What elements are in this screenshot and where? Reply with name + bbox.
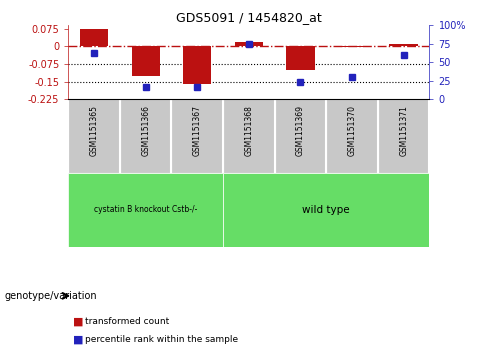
Bar [132, 46, 160, 77]
Text: wild type: wild type [303, 205, 350, 215]
Title: GDS5091 / 1454820_at: GDS5091 / 1454820_at [176, 11, 322, 24]
FancyBboxPatch shape [326, 99, 378, 173]
Bar [80, 29, 108, 46]
FancyBboxPatch shape [223, 99, 275, 173]
Text: GSM1151371: GSM1151371 [399, 105, 408, 156]
Bar [286, 46, 315, 70]
Text: GSM1151366: GSM1151366 [141, 105, 150, 156]
Text: GSM1151370: GSM1151370 [347, 105, 357, 156]
Bar [183, 46, 211, 85]
Bar [68, 173, 223, 247]
FancyBboxPatch shape [171, 99, 223, 173]
Text: genotype/variation: genotype/variation [5, 291, 98, 301]
Bar [235, 42, 263, 46]
Text: GSM1151365: GSM1151365 [90, 105, 99, 156]
Bar [223, 173, 429, 247]
Text: ■: ■ [73, 316, 84, 326]
FancyBboxPatch shape [68, 99, 120, 173]
Text: cystatin B knockout Cstb-/-: cystatin B knockout Cstb-/- [94, 205, 197, 215]
Text: transformed count: transformed count [85, 317, 170, 326]
Bar [389, 44, 418, 46]
FancyBboxPatch shape [120, 99, 171, 173]
Bar [338, 46, 366, 47]
Text: GSM1151369: GSM1151369 [296, 105, 305, 156]
Text: percentile rank within the sample: percentile rank within the sample [85, 335, 239, 344]
Text: ■: ■ [73, 334, 84, 344]
FancyBboxPatch shape [378, 99, 429, 173]
Text: GSM1151367: GSM1151367 [193, 105, 202, 156]
FancyBboxPatch shape [275, 99, 326, 173]
Text: GSM1151368: GSM1151368 [244, 105, 253, 156]
